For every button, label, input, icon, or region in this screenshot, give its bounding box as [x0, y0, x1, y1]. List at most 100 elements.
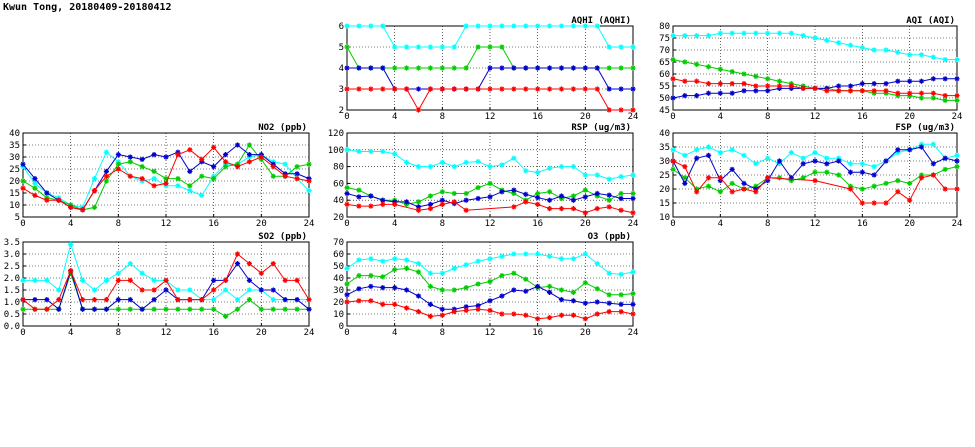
- marker-stroke: [670, 167, 676, 172]
- marker-stroke: [571, 256, 576, 262]
- y-tick-label: 55: [659, 82, 670, 92]
- data-point: [427, 270, 434, 276]
- data-point: [546, 86, 553, 92]
- marker-stroke: [860, 161, 865, 167]
- data-point: [258, 270, 264, 276]
- data-point: [729, 81, 735, 87]
- marker-stroke: [670, 76, 676, 82]
- data-point: [630, 172, 636, 178]
- data-point: [859, 161, 865, 167]
- data-point: [306, 161, 312, 167]
- data-point: [812, 85, 818, 91]
- marker-stroke: [883, 181, 889, 186]
- data-point: [380, 23, 386, 29]
- data-point: [368, 256, 374, 262]
- marker-stroke: [523, 192, 528, 197]
- marker-stroke: [235, 306, 240, 312]
- data-point: [558, 193, 565, 199]
- data-point: [463, 190, 469, 197]
- marker-stroke: [199, 173, 204, 179]
- data-point: [20, 185, 26, 191]
- marker-stroke: [559, 86, 564, 92]
- marker-stroke: [151, 152, 157, 157]
- marker-stroke: [271, 261, 276, 266]
- marker-stroke: [475, 185, 481, 190]
- data-point: [487, 180, 493, 186]
- data-point: [499, 44, 505, 50]
- marker-stroke: [895, 78, 901, 84]
- data-point: [694, 147, 700, 153]
- data-point: [582, 65, 588, 71]
- marker-stroke: [116, 161, 121, 167]
- marker-stroke: [116, 152, 121, 157]
- data-point: [717, 66, 723, 72]
- data-point: [930, 141, 936, 147]
- marker-stroke: [583, 23, 588, 29]
- marker-stroke: [356, 23, 362, 29]
- marker-stroke: [753, 74, 759, 79]
- data-point: [765, 155, 771, 161]
- marker-stroke: [235, 297, 240, 302]
- data-point: [392, 201, 398, 207]
- data-point: [729, 166, 735, 172]
- data-point: [270, 306, 276, 312]
- marker-stroke: [682, 93, 688, 98]
- data-point: [954, 97, 960, 103]
- data-point: [606, 176, 612, 182]
- data-point: [415, 199, 422, 205]
- marker-stroke: [392, 65, 397, 71]
- data-point: [451, 190, 457, 197]
- marker-stroke: [718, 81, 723, 86]
- marker-stroke: [789, 83, 794, 89]
- chart-aqhi: 0 4 8 12 16 20 24 2 3 4 5 6 AQHI (AQHI): [339, 16, 639, 122]
- data-point: [883, 158, 889, 164]
- data-point: [32, 297, 38, 303]
- marker-stroke: [440, 189, 445, 195]
- marker-stroke: [618, 208, 624, 213]
- data-point: [618, 301, 624, 307]
- marker-stroke: [282, 297, 288, 302]
- marker-stroke: [523, 23, 528, 29]
- marker-stroke: [92, 205, 97, 210]
- marker-stroke: [463, 86, 469, 92]
- x-tick-label: 8: [440, 219, 445, 229]
- x-tick-label: 16: [532, 328, 543, 338]
- data-point: [306, 297, 312, 303]
- data-point: [175, 152, 181, 158]
- data-point: [344, 190, 350, 197]
- data-point: [187, 306, 193, 312]
- y-tick-label: 40: [659, 129, 670, 139]
- data-point: [618, 107, 624, 113]
- data-point: [380, 301, 386, 307]
- marker-stroke: [789, 150, 794, 155]
- marker-stroke: [128, 306, 133, 312]
- y-tick-label: 5: [339, 43, 344, 53]
- marker-stroke: [428, 164, 433, 169]
- data-point: [630, 190, 636, 197]
- marker-stroke: [404, 86, 409, 92]
- data-point: [20, 178, 26, 184]
- data-point: [630, 107, 636, 113]
- data-point: [717, 189, 723, 195]
- marker-stroke: [428, 314, 433, 319]
- data-point: [570, 298, 577, 304]
- data-point: [871, 88, 877, 94]
- marker-stroke: [199, 297, 204, 302]
- data-point: [451, 86, 457, 92]
- data-point: [717, 81, 723, 87]
- data-point: [427, 65, 434, 71]
- data-point: [103, 297, 110, 303]
- marker-stroke: [942, 93, 948, 98]
- marker-stroke: [729, 30, 735, 36]
- data-point: [630, 195, 636, 202]
- data-point: [211, 144, 217, 150]
- x-tick-label: 24: [304, 219, 315, 229]
- data-point: [546, 165, 553, 171]
- data-point: [199, 297, 205, 303]
- marker-stroke: [670, 57, 676, 62]
- x-tick-label: 12: [810, 219, 821, 229]
- marker-stroke: [392, 202, 397, 207]
- marker-stroke: [211, 306, 216, 312]
- data-point: [907, 52, 913, 58]
